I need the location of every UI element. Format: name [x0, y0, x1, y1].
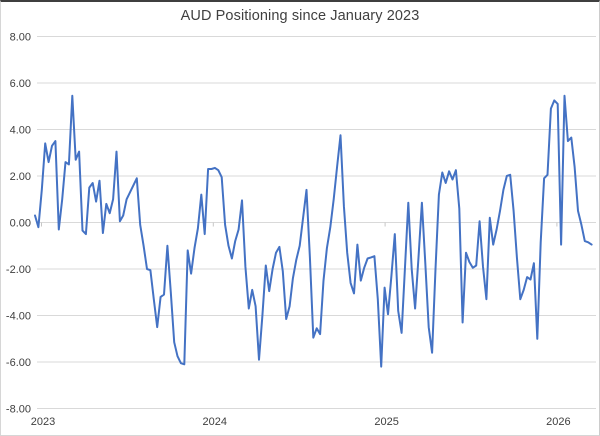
x-axis-tick-label: 2024 — [203, 416, 227, 428]
x-axis-tick-label: 2026 — [546, 416, 570, 428]
x-axis-tick-label: 2023 — [31, 416, 55, 428]
y-axis-tick-label: 4.00 — [10, 125, 31, 137]
y-axis-tick-label: 8.00 — [10, 32, 31, 44]
y-axis-tick-label: -2.00 — [6, 264, 31, 276]
y-axis-tick-label: 2.00 — [10, 171, 31, 183]
aud-positioning-series-line — [34, 94, 593, 368]
x-axis-tick-label: 2025 — [374, 416, 398, 428]
y-axis-tick-label: 0.00 — [10, 218, 31, 230]
y-axis-tick-label: 6.00 — [10, 78, 31, 90]
y-axis-tick-label: -6.00 — [6, 357, 31, 369]
y-axis-tick-label: -8.00 — [6, 404, 31, 416]
chart-title: AUD Positioning since January 2023 — [180, 8, 420, 24]
y-axis-tick-label: -4.00 — [6, 311, 31, 323]
